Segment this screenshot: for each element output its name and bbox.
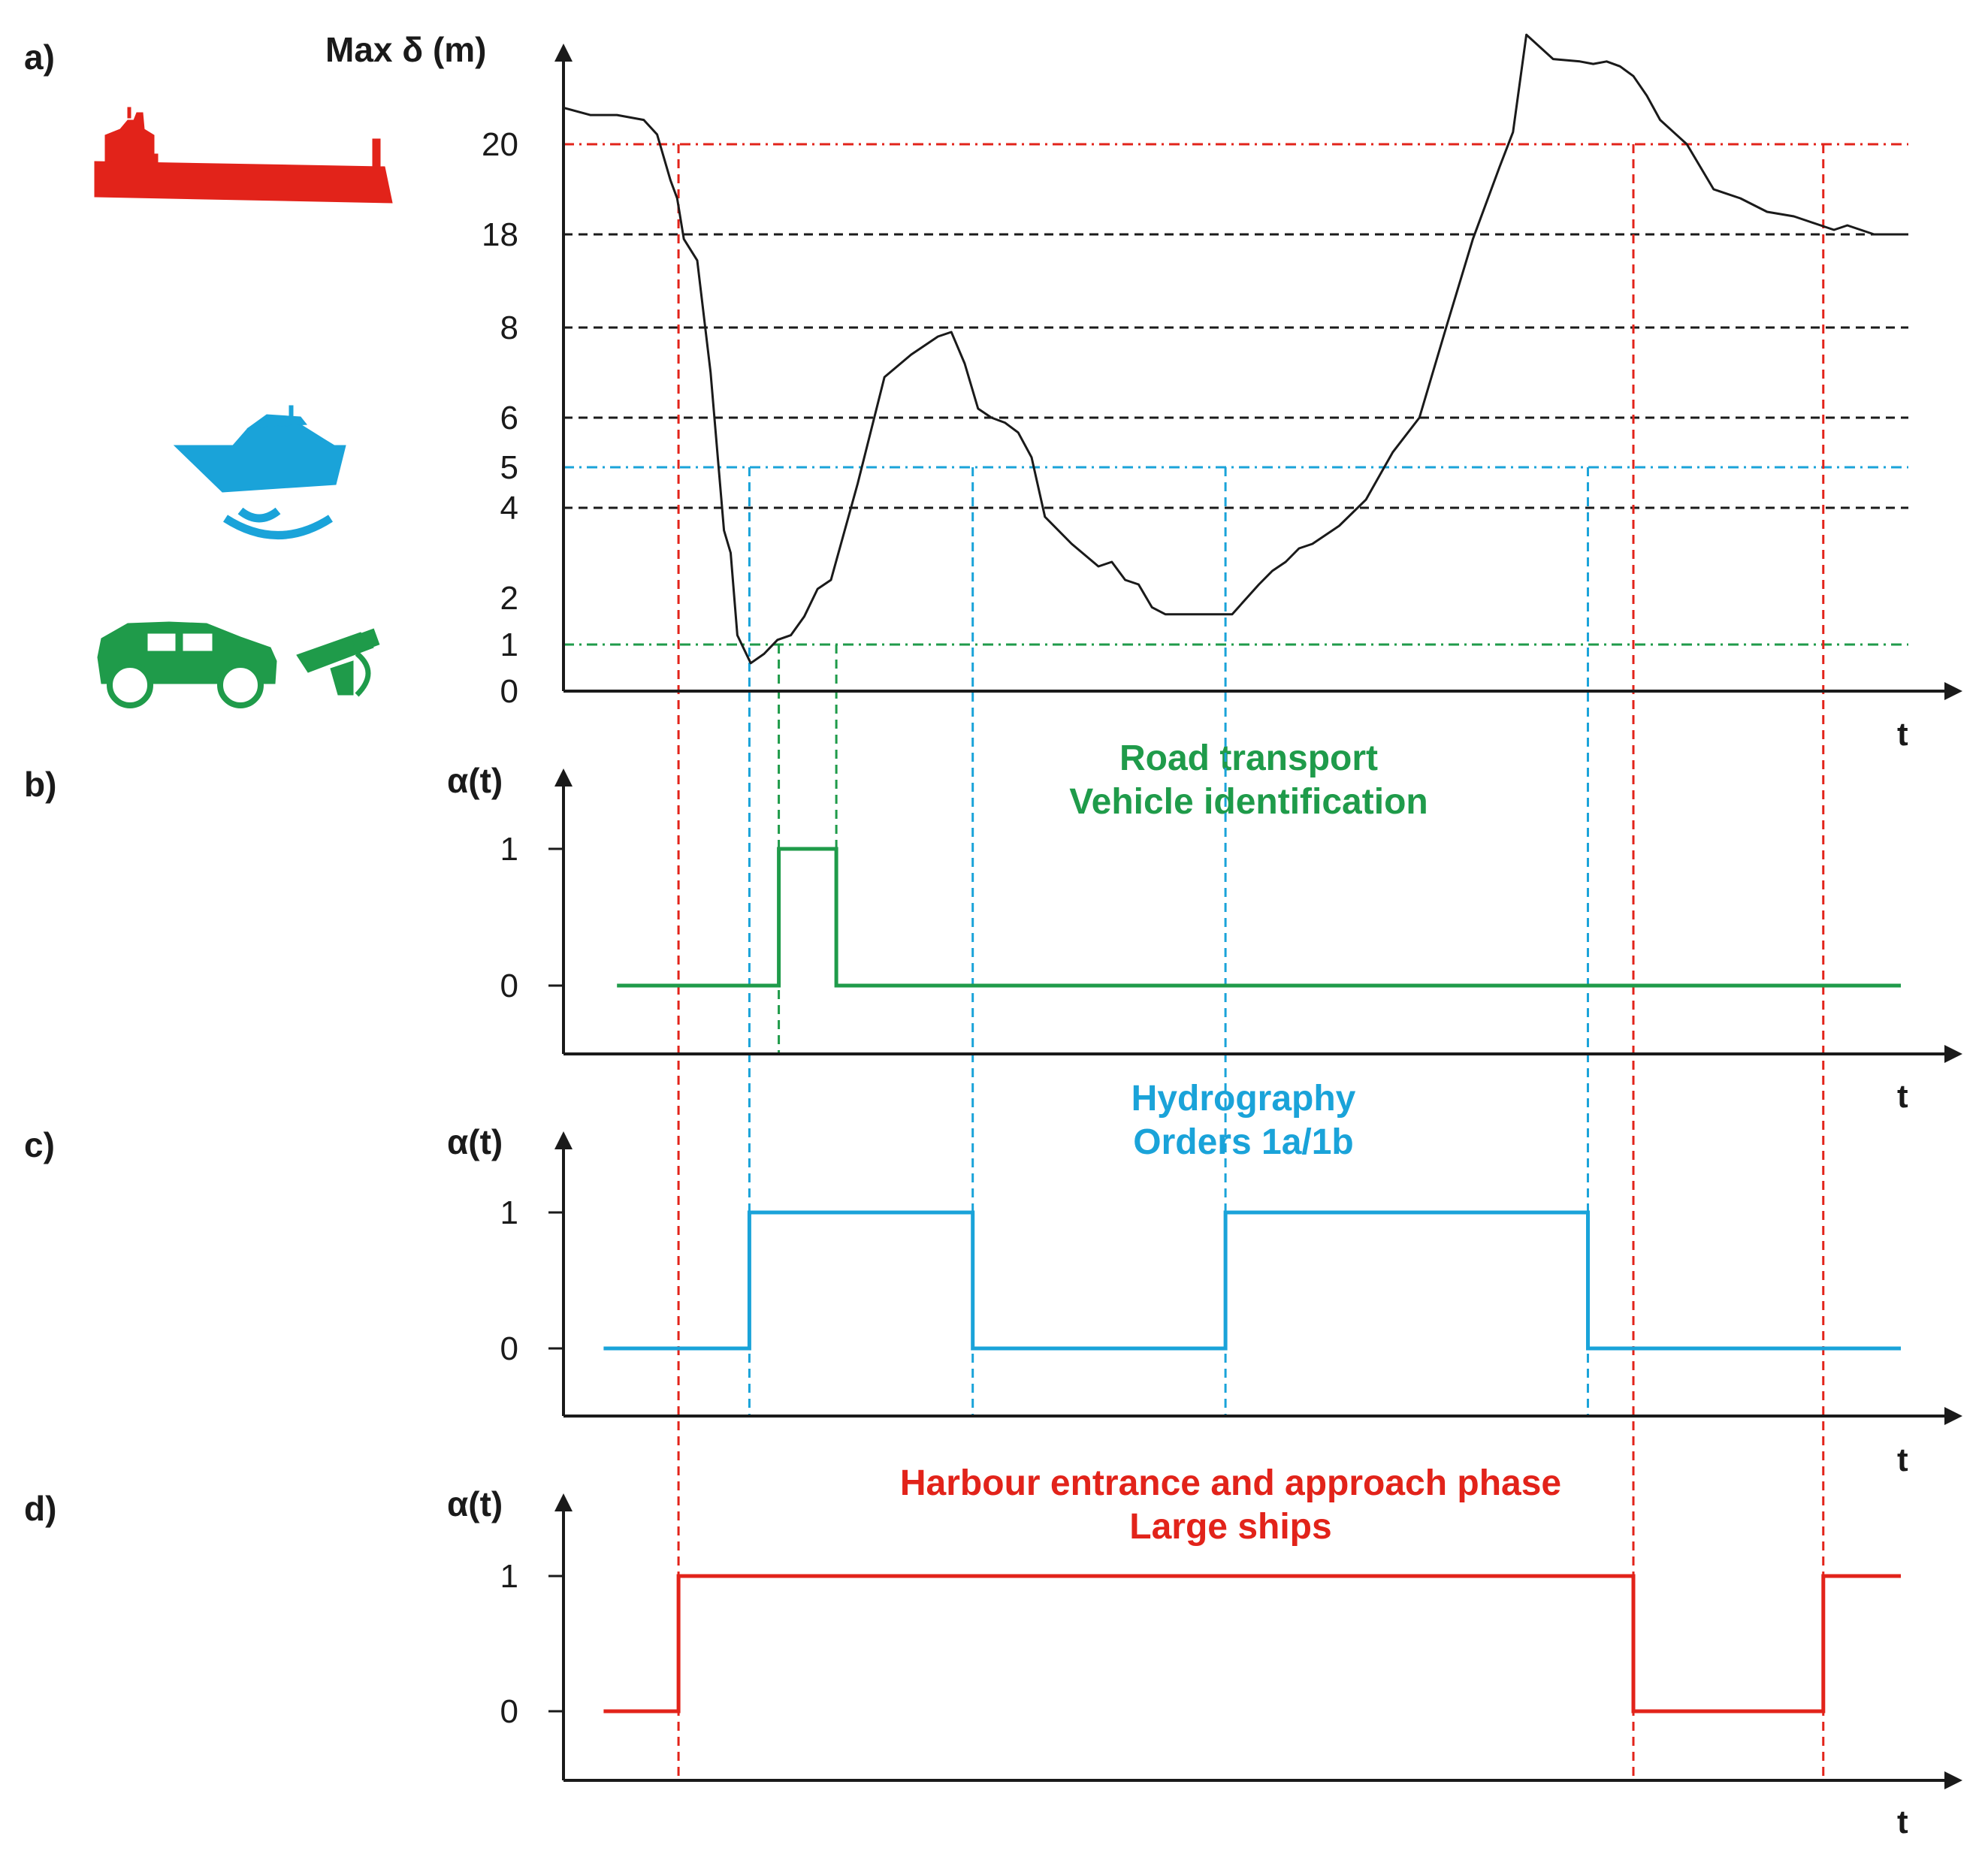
ytick-label: 0 — [500, 1693, 518, 1730]
depth-series-line — [563, 33, 1901, 665]
series — [563, 33, 1901, 1714]
ytick-label: 6 — [500, 400, 518, 436]
panel-c-label: c) — [24, 1125, 55, 1164]
ytick-label: 1 — [500, 1558, 518, 1595]
ytick-label: 1 — [500, 831, 518, 868]
activation-step-line — [603, 1574, 1901, 1714]
panel-title-line: Road transport — [1119, 738, 1378, 778]
panel-b-label: b) — [24, 765, 56, 804]
step-panel-yticks: 1 0 1 0 1 0 — [500, 831, 563, 1730]
panel-d-ylabel: α(t) — [447, 1484, 503, 1523]
ytick-label: 2 — [500, 580, 518, 617]
large-ship-icon — [94, 107, 393, 204]
panel-title-line: Harbour entrance and approach phase — [900, 1463, 1561, 1503]
panel-c-ylabel: α(t) — [447, 1122, 503, 1161]
panel-b-ylabel: α(t) — [447, 761, 503, 800]
panel-b-xlabel: t — [1897, 1078, 1908, 1115]
axes — [554, 44, 1962, 1789]
survey-boat-icon — [173, 405, 346, 539]
ytick-label: 0 — [500, 673, 518, 710]
ytick-label: 0 — [500, 968, 518, 1004]
ytick-label: 5 — [500, 449, 518, 486]
ytick-label: 1 — [500, 627, 518, 663]
activation-step-line — [603, 1210, 1901, 1351]
panel-title-line: Hydrography — [1131, 1079, 1356, 1119]
panel-a-ylabel: Max δ (m) — [325, 30, 486, 69]
event-guide-lines — [677, 144, 1825, 1780]
panel-c-xlabel: t — [1897, 1442, 1908, 1478]
panel-a-yticks: 20 18 8 6 5 4 2 1 0 — [482, 126, 518, 710]
activation-step-line — [617, 847, 1901, 988]
camera-icon — [296, 628, 380, 697]
panel-title-line: Large ships — [1129, 1507, 1331, 1547]
ytick-label: 18 — [482, 216, 518, 253]
panel-d-xlabel: t — [1897, 1804, 1908, 1840]
panel-a-xlabel: t — [1897, 716, 1908, 753]
ytick-label: 0 — [500, 1330, 518, 1367]
panel-a-label: a) — [24, 38, 55, 77]
car-icon — [97, 621, 277, 708]
ytick-label: 20 — [482, 126, 518, 163]
panel-d-title: Harbour entrance and approach phaseLarge… — [900, 1463, 1561, 1547]
ytick-label: 1 — [500, 1194, 518, 1231]
panel-title-line: Orders 1a/1b — [1133, 1122, 1353, 1162]
panel-d-label: d) — [24, 1489, 56, 1528]
threshold-lines — [563, 143, 1908, 646]
panel-title-line: Vehicle identification — [1069, 782, 1428, 822]
ytick-label: 4 — [500, 490, 518, 527]
ytick-label: 8 — [500, 309, 518, 346]
